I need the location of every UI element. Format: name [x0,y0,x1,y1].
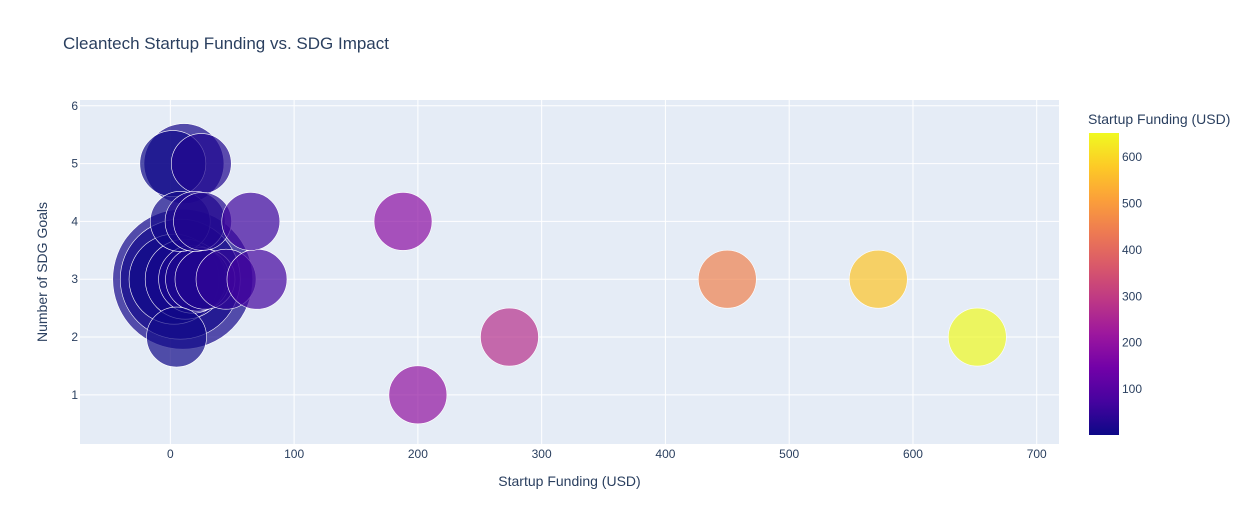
x-axis-title: Startup Funding (USD) [498,473,640,489]
data-point[interactable] [388,365,448,425]
data-point[interactable] [146,306,207,368]
y-tick-label: 1 [71,388,78,402]
y-tick-label: 4 [71,214,78,228]
x-tick-label: 100 [284,447,304,461]
data-point[interactable] [226,248,288,310]
data-point[interactable] [221,192,281,251]
y-tick-label: 6 [71,99,78,113]
x-tick-label: 400 [655,447,675,461]
x-tick-label: 700 [1027,447,1047,461]
x-tick-label: 0 [167,447,174,461]
markers-group [112,123,1007,425]
data-point[interactable] [948,307,1007,367]
y-axis-title: Number of SDG Goals [34,202,50,342]
colorbar-tick-label: 500 [1122,197,1142,211]
data-point[interactable] [373,192,433,251]
x-tick-label: 500 [779,447,799,461]
colorbar [1089,133,1119,435]
colorbar-tick-label: 600 [1122,150,1142,164]
y-tick-label: 5 [71,157,78,171]
chart-title: Cleantech Startup Funding vs. SDG Impact [63,34,389,53]
y-tick-label: 3 [71,272,78,286]
y-tick-label: 2 [71,330,78,344]
x-tick-label: 600 [903,447,923,461]
x-tick-label: 200 [408,447,428,461]
colorbar-tick-label: 300 [1122,289,1142,303]
x-tick-label: 300 [532,447,552,461]
data-point[interactable] [698,249,757,309]
data-point[interactable] [480,307,539,367]
data-point[interactable] [848,249,908,309]
colorbar-title: Startup Funding (USD) [1088,111,1230,127]
data-point[interactable] [170,133,232,194]
colorbar-tick-label: 200 [1122,336,1142,350]
colorbar-tick-label: 400 [1122,243,1142,257]
colorbar-tick-label: 100 [1122,382,1142,396]
